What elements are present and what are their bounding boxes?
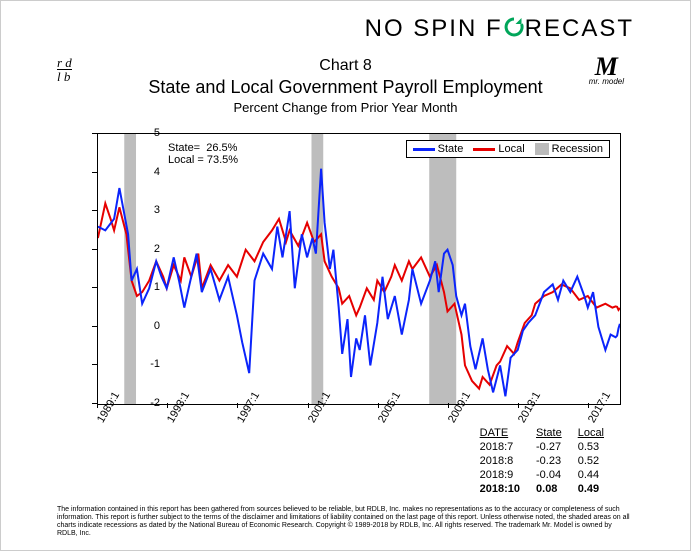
y-tick-label: -2 <box>120 397 160 409</box>
y-tick-label: 1 <box>120 281 160 293</box>
legend-local-swatch <box>473 148 495 151</box>
y-tick-label: 5 <box>120 127 160 139</box>
table-row-latest: 2018:100.080.49 <box>480 483 618 495</box>
chart-subtitle: Percent Change from Prior Year Month <box>1 100 690 115</box>
legend-state: State <box>413 143 464 155</box>
y-tick-label: 4 <box>120 166 160 178</box>
y-tick-label: 2 <box>120 243 160 255</box>
brand-pre: NO SPIN F <box>365 15 503 42</box>
share-annotation: State= 26.5% Local = 73.5% <box>168 142 238 166</box>
data-table: DATEStateLocal 2018:7-0.270.53 2018:8-0.… <box>478 425 620 497</box>
y-tick-label: 0 <box>120 320 160 332</box>
brand-logo: NO SPIN F RECAST <box>365 15 634 45</box>
y-tick-label: 3 <box>120 204 160 216</box>
chart-number: Chart 8 <box>1 57 690 75</box>
legend-recession-swatch <box>535 143 549 155</box>
brand-post: RECAST <box>525 15 634 42</box>
legend-state-swatch <box>413 148 435 151</box>
table-row: 2018:8-0.230.52 <box>480 455 618 467</box>
table-header: DATEStateLocal <box>480 427 618 439</box>
title-block: Chart 8 State and Local Government Payro… <box>1 57 690 115</box>
table-row: 2018:9-0.040.44 <box>480 469 618 481</box>
legend-recession: Recession <box>535 143 603 155</box>
legend: State Local Recession <box>406 140 610 158</box>
refresh-o-icon <box>503 16 525 45</box>
chart-card: NO SPIN FRECAST r d l b M mr. model Char… <box>0 0 691 551</box>
disclaimer-text: The information contained in this report… <box>57 506 634 538</box>
plot-svg <box>98 134 620 404</box>
y-tick-label: -1 <box>120 358 160 370</box>
chart-title: State and Local Government Payroll Emplo… <box>1 77 690 98</box>
table-row: 2018:7-0.270.53 <box>480 441 618 453</box>
plot-area: State= 26.5% Local = 73.5% State Local R… <box>97 133 621 405</box>
legend-local: Local <box>473 143 524 155</box>
